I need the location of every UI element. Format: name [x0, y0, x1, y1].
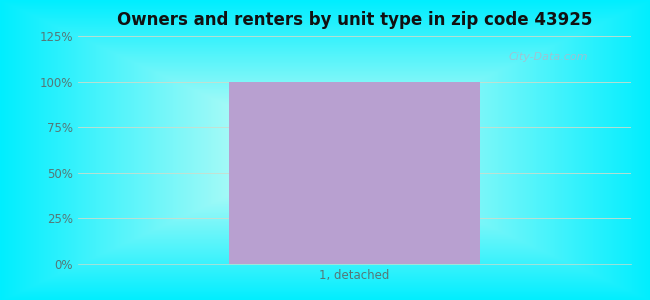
Text: City-Data.com: City-Data.com: [509, 52, 588, 62]
Bar: [229, 82, 480, 264]
Title: Owners and renters by unit type in zip code 43925: Owners and renters by unit type in zip c…: [116, 11, 592, 29]
